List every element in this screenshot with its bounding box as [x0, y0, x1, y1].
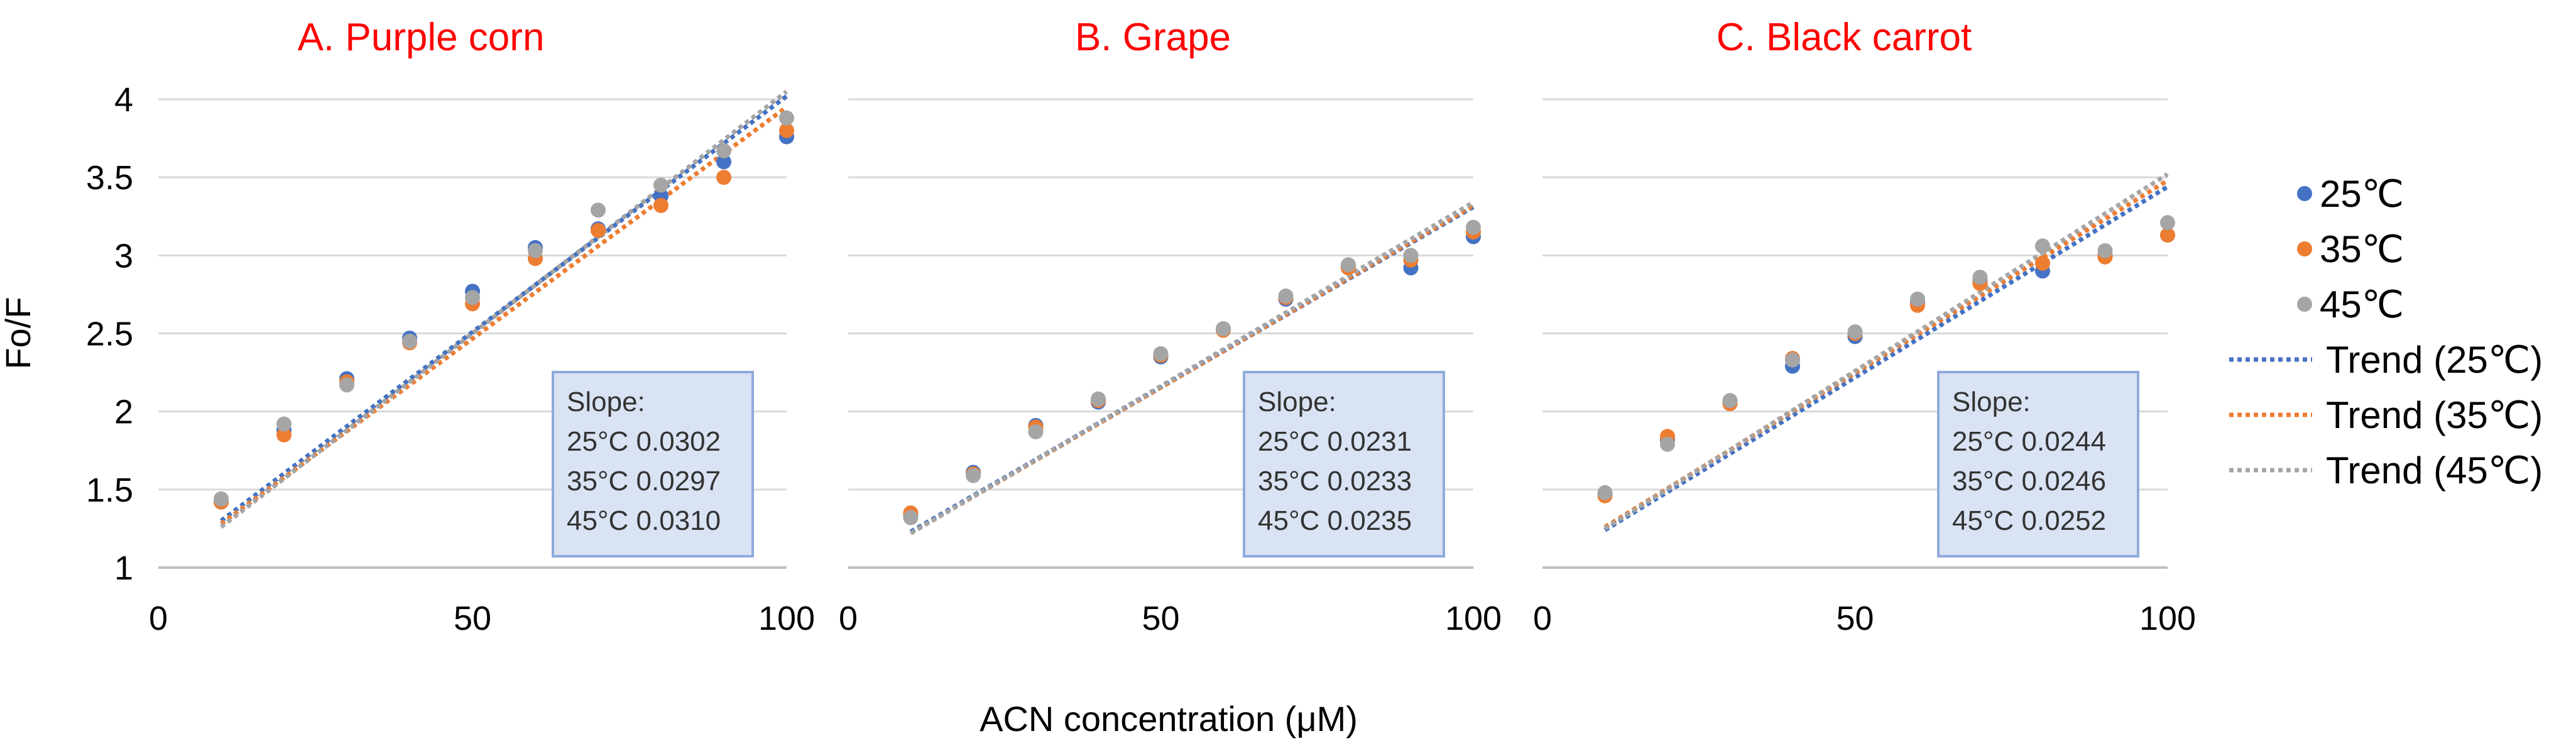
data-point — [779, 110, 794, 126]
y-axis-label: Fo/F — [0, 297, 38, 369]
data-point — [716, 154, 731, 170]
y-tick-label: 3.5 — [86, 159, 133, 197]
data-point — [2160, 215, 2175, 231]
legend-marker — [2297, 297, 2312, 312]
legend-label: Trend (35℃) — [2326, 394, 2543, 436]
data-point — [1216, 321, 1231, 337]
slope-annotation-box — [1937, 371, 2139, 558]
data-point — [1785, 352, 1800, 368]
data-point — [653, 177, 669, 193]
slope-annotation-line: 35°C 0.0246 — [1952, 466, 2106, 497]
legend-label: 35℃ — [2320, 228, 2404, 270]
slope-annotation-box — [1243, 371, 1445, 558]
data-point — [1341, 257, 1356, 273]
data-point — [591, 223, 606, 238]
x-tick-label: 0 — [149, 600, 168, 637]
data-point — [2160, 228, 2175, 243]
slope-annotation-line: 45°C 0.0310 — [567, 505, 721, 536]
legend-label: 45℃ — [2320, 283, 2404, 326]
x-tick-label: 100 — [758, 600, 815, 637]
slope-annotation-line: 45°C 0.0252 — [1952, 505, 2106, 536]
data-point — [1597, 485, 1613, 500]
slope-annotation-line: 25°C 0.0231 — [1258, 426, 1412, 457]
chart-panels: A. Purple corn 1 1.5 2 2.5 3 3.5 4 0 50 100 Slope: 2… — [86, 16, 2196, 637]
data-point — [779, 123, 794, 138]
y-tick-label: 1 — [114, 549, 133, 587]
x-tick-label: 50 — [1142, 600, 1179, 637]
y-tick-label: 4 — [114, 81, 133, 119]
data-point — [1403, 248, 1419, 263]
slope-annotation-line: Slope: — [567, 387, 645, 417]
data-point — [1972, 270, 1988, 285]
trendline — [219, 94, 789, 523]
slope-annotation-line: 35°C 0.0233 — [1258, 466, 1412, 497]
y-tick-label: 3 — [114, 237, 133, 275]
data-point — [465, 290, 480, 305]
data-point — [339, 377, 354, 393]
data-point — [1153, 346, 1169, 361]
slope-annotation-box — [552, 371, 754, 558]
legend-label: Trend (45℃) — [2326, 449, 2543, 492]
slope-annotation-line: 25°C 0.0302 — [567, 426, 721, 457]
data-point — [591, 202, 606, 218]
slope-annotation-line: 25°C 0.0244 — [1952, 426, 2106, 457]
trendline — [1603, 179, 2169, 529]
y-tick-label: 2.5 — [86, 316, 133, 353]
data-point — [1278, 288, 1294, 304]
data-point — [716, 143, 731, 158]
x-tick-label: 50 — [454, 600, 491, 637]
x-tick-label: 100 — [2139, 600, 2196, 637]
legend-marker — [2297, 186, 2312, 201]
data-point — [1722, 393, 1738, 409]
data-point — [1660, 436, 1675, 452]
x-tick-label: 0 — [839, 600, 858, 637]
data-point — [528, 243, 543, 258]
legend: 25℃ 35℃ 45℃ Trend (25℃) Trend (35℃) Trend (45… — [2229, 173, 2543, 492]
slope-annotation-line: Slope: — [1258, 387, 1336, 417]
data-point — [653, 197, 669, 213]
slope-annotation-line: 35°C 0.0297 — [567, 466, 721, 497]
data-point — [214, 491, 229, 507]
data-point — [2035, 238, 2050, 254]
data-point — [716, 170, 731, 185]
y-tick-label: 2 — [114, 393, 133, 431]
chart-title: B. Grape — [1075, 16, 1231, 59]
data-point — [276, 427, 292, 442]
trendline — [219, 105, 789, 526]
data-point — [402, 333, 417, 349]
data-point — [1910, 291, 1925, 307]
data-point — [2097, 243, 2113, 258]
trendline — [909, 200, 1475, 536]
slope-annotation-line: Slope: — [1952, 387, 2031, 417]
legend-label: Trend (25℃) — [2326, 339, 2543, 381]
data-point — [903, 510, 919, 525]
x-axis-label: ACN concentration (μM) — [980, 699, 1358, 739]
data-point — [1847, 324, 1863, 340]
legend-marker — [2297, 241, 2312, 256]
slope-annotation-line: 45°C 0.0235 — [1258, 505, 1412, 536]
data-point — [1091, 391, 1106, 407]
x-tick-label: 100 — [1445, 600, 1502, 637]
legend-label: 25℃ — [2320, 173, 2404, 215]
data-point — [1028, 424, 1044, 439]
x-tick-label: 50 — [1836, 600, 1874, 637]
chart-panel-1: A. Purple corn 1 1.5 2 2.5 3 3.5 4 0 50 100 Slope: 2… — [86, 16, 815, 637]
data-point — [966, 468, 981, 483]
data-point — [2035, 255, 2050, 271]
x-tick-label: 0 — [1533, 600, 1552, 637]
chart-panel-3: C. Black carrot 0 50 100 Slope: 25°C 0.0244 35… — [1533, 16, 2196, 637]
chart-panel-2: B. Grape 0 50 100 Slope: 25°C 0.0231 35°C 0.02… — [839, 16, 1502, 637]
data-point — [276, 416, 292, 432]
chart-title: C. Black carrot — [1716, 16, 1972, 59]
chart-title: A. Purple corn — [298, 16, 545, 59]
trendline — [1603, 185, 2169, 532]
data-point — [1466, 219, 1481, 235]
y-tick-label: 1.5 — [86, 471, 133, 509]
